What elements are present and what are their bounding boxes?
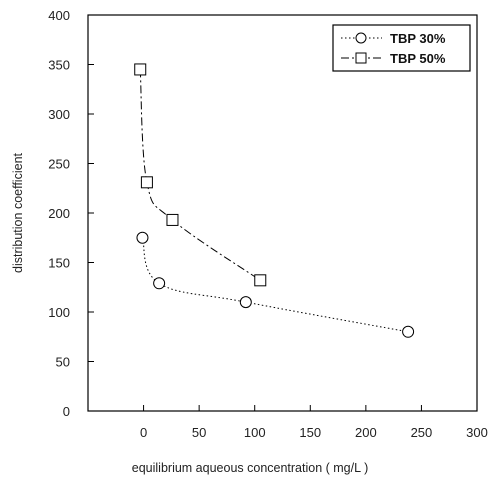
y-tick-label: 300 [48,107,70,122]
y-tick-label: 400 [48,8,70,23]
data-point-tbp50 [166,213,179,226]
series-line-tbp50 [139,69,261,281]
y-tick-label: 150 [48,256,70,271]
legend: TBP 30% TBP 50% [332,24,471,72]
y-tick-label: 100 [48,305,70,320]
legend-label-tbp30: TBP 30% [390,31,446,46]
x-axis: 0 50 100 150 200 250 300 [140,405,488,440]
y-tick-label: 200 [48,206,70,221]
plot-frame [87,14,478,412]
x-tick-label: 50 [192,425,206,440]
x-tick-label: 300 [466,425,488,440]
y-axis-title: distribution coefficient [11,152,25,273]
y-axis: 0 50 100 150 200 250 300 350 400 [48,8,94,419]
x-tick-label: 250 [411,425,433,440]
series-layer [134,63,415,338]
x-tick-label: 0 [140,425,147,440]
legend-marker-tbp50 [355,52,367,64]
x-axis-title: equilibrium aqueous concentration ( mg/L… [132,461,368,475]
data-point-tbp50 [134,63,147,76]
x-tick-label: 100 [244,425,266,440]
y-tick-label: 350 [48,58,70,73]
x-tick-label: 200 [355,425,377,440]
data-point-tbp30 [136,231,149,244]
y-tick-label: 250 [48,157,70,172]
data-point-tbp30 [239,296,252,309]
y-tick-label: 50 [56,355,70,370]
data-point-tbp50 [140,176,153,189]
legend-marker-tbp30 [355,32,367,44]
data-point-tbp30 [402,325,415,338]
data-point-tbp30 [153,277,166,290]
y-tick-label: 0 [63,404,70,419]
legend-label-tbp50: TBP 50% [390,51,446,66]
series-line-tbp30 [141,237,409,333]
x-tick-label: 150 [299,425,321,440]
data-point-tbp50 [254,274,267,287]
